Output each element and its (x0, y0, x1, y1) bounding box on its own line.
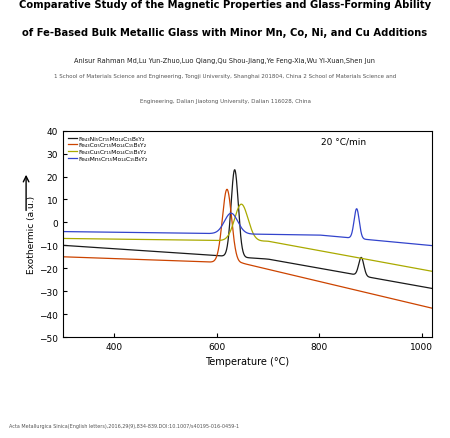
Text: Comparative Study of the Magnetic Properties and Glass-Forming Ability: Comparative Study of the Magnetic Proper… (19, 0, 431, 10)
Fe₄₃Co₅Cr₁₅Mo₁₄C₁₅B₆Y₂ (103, 256, 108, 261)
Fe₄₃Co₅Cr₁₅Mo₁₄C₁₅B₆Y₂ (224, 187, 230, 192)
Text: Acta Metallurgica Sinica(English letters),2016,29(9),834-839.DOI:10.1007/s40195-: Acta Metallurgica Sinica(English letters… (9, 423, 239, 427)
X-axis label: Temperature (°C): Temperature (°C) (206, 357, 289, 367)
Line: Fe₄₃Cu₅Cr₁₅Mo₁₄C₁₅B₆Y₂: Fe₄₃Cu₅Cr₁₅Mo₁₄C₁₅B₆Y₂ (63, 205, 432, 272)
Text: Anisur Rahman Md,Lu Yun-Zhuo,Luo Qiang,Qu Shou-Jiang,Ye Feng-Xia,Wu Yi-Xuan,Shen: Anisur Rahman Md,Lu Yun-Zhuo,Luo Qiang,Q… (75, 57, 375, 64)
Fe₄₃Cu₅Cr₁₅Mo₁₄C₁₅B₆Y₂ (382, 261, 388, 266)
Fe₄₃Ni₅Cr₁₅Mo₁₄C₁₅B₆Y₂ (103, 246, 108, 251)
Fe₄₃Co₅Cr₁₅Mo₁₄C₁₅B₆Y₂ (218, 233, 223, 238)
Fe₄₃Co₅Cr₁₅Mo₁₄C₁₅B₆Y₂ (422, 304, 427, 309)
Fe₄₃Mn₅Cr₁₅Mo₁₄C₁₅B₆Y₂ (124, 230, 130, 236)
Line: Fe₄₃Co₅Cr₁₅Mo₁₄C₁₅B₆Y₂: Fe₄₃Co₅Cr₁₅Mo₁₄C₁₅B₆Y₂ (63, 190, 432, 308)
Fe₄₃Mn₅Cr₁₅Mo₁₄C₁₅B₆Y₂ (60, 230, 66, 235)
Text: Engineering, Dalian Jiaotong University, Dalian 116028, China: Engineering, Dalian Jiaotong University,… (140, 99, 310, 104)
Fe₄₃Co₅Cr₁₅Mo₁₄C₁₅B₆Y₂ (429, 306, 435, 311)
Fe₄₃Co₅Cr₁₅Mo₁₄C₁₅B₆Y₂ (382, 295, 388, 300)
Fe₄₃Ni₅Cr₁₅Mo₁₄C₁₅B₆Y₂ (202, 253, 207, 258)
Fe₄₃Ni₅Cr₁₅Mo₁₄C₁₅B₆Y₂ (124, 247, 130, 253)
Fe₄₃Cu₅Cr₁₅Mo₁₄C₁₅B₆Y₂ (238, 202, 244, 207)
Fe₄₃Ni₅Cr₁₅Mo₁₄C₁₅B₆Y₂ (422, 285, 427, 290)
Fe₄₃Cu₅Cr₁₅Mo₁₄C₁₅B₆Y₂ (124, 237, 130, 242)
Text: 20 °C/min: 20 °C/min (321, 138, 366, 147)
Fe₄₃Mn₅Cr₁₅Mo₁₄C₁₅B₆Y₂ (382, 239, 388, 244)
Fe₄₃Mn₅Cr₁₅Mo₁₄C₁₅B₆Y₂ (202, 231, 207, 237)
Line: Fe₄₃Ni₅Cr₁₅Mo₁₄C₁₅B₆Y₂: Fe₄₃Ni₅Cr₁₅Mo₁₄C₁₅B₆Y₂ (63, 170, 432, 289)
Legend: Fe₄₃Ni₅Cr₁₅Mo₁₄C₁₅B₆Y₂, Fe₄₃Co₅Cr₁₅Mo₁₄C₁₅B₆Y₂, Fe₄₃Cu₅Cr₁₅Mo₁₄C₁₅B₆Y₂, Fe₄₃Mn₅C: Fe₄₃Ni₅Cr₁₅Mo₁₄C₁₅B₆Y₂, Fe₄₃Co₅Cr₁₅Mo₁₄C… (66, 134, 149, 163)
Fe₄₃Cu₅Cr₁₅Mo₁₄C₁₅B₆Y₂ (429, 269, 435, 274)
Fe₄₃Cu₅Cr₁₅Mo₁₄C₁₅B₆Y₂ (103, 237, 108, 242)
Fe₄₃Cu₅Cr₁₅Mo₁₄C₁₅B₆Y₂ (422, 268, 427, 273)
Fe₄₃Mn₅Cr₁₅Mo₁₄C₁₅B₆Y₂ (103, 230, 108, 235)
Text: 1 School of Materials Science and Engineering, Tongji University, Shanghai 20180: 1 School of Materials Science and Engine… (54, 74, 396, 79)
Text: of Fe-Based Bulk Metallic Glass with Minor Mn, Co, Ni, and Cu Additions: of Fe-Based Bulk Metallic Glass with Min… (22, 28, 427, 38)
Fe₄₃Co₅Cr₁₅Mo₁₄C₁₅B₆Y₂ (202, 260, 207, 265)
Fe₄₃Mn₅Cr₁₅Mo₁₄C₁₅B₆Y₂ (218, 226, 223, 231)
Fe₄₃Cu₅Cr₁₅Mo₁₄C₁₅B₆Y₂ (218, 238, 223, 244)
Fe₄₃Mn₅Cr₁₅Mo₁₄C₁₅B₆Y₂ (422, 243, 427, 248)
Fe₄₃Ni₅Cr₁₅Mo₁₄C₁₅B₆Y₂ (60, 243, 66, 248)
Fe₄₃Mn₅Cr₁₅Mo₁₄C₁₅B₆Y₂ (354, 207, 360, 212)
Fe₄₃Cu₅Cr₁₅Mo₁₄C₁₅B₆Y₂ (60, 236, 66, 241)
Fe₄₃Ni₅Cr₁₅Mo₁₄C₁₅B₆Y₂ (382, 278, 388, 283)
Y-axis label: Exothermic (a.u.): Exothermic (a.u.) (27, 195, 36, 273)
Fe₄₃Ni₅Cr₁₅Mo₁₄C₁₅B₆Y₂ (429, 286, 435, 291)
Fe₄₃Ni₅Cr₁₅Mo₁₄C₁₅B₆Y₂ (232, 168, 237, 173)
Line: Fe₄₃Mn₅Cr₁₅Mo₁₄C₁₅B₆Y₂: Fe₄₃Mn₅Cr₁₅Mo₁₄C₁₅B₆Y₂ (63, 209, 432, 246)
Fe₄₃Ni₅Cr₁₅Mo₁₄C₁₅B₆Y₂ (218, 254, 223, 259)
Fe₄₃Mn₅Cr₁₅Mo₁₄C₁₅B₆Y₂ (429, 244, 435, 249)
Fe₄₃Co₅Cr₁₅Mo₁₄C₁₅B₆Y₂ (124, 257, 130, 262)
Fe₄₃Co₅Cr₁₅Mo₁₄C₁₅B₆Y₂ (60, 254, 66, 260)
Fe₄₃Cu₅Cr₁₅Mo₁₄C₁₅B₆Y₂ (202, 238, 207, 244)
